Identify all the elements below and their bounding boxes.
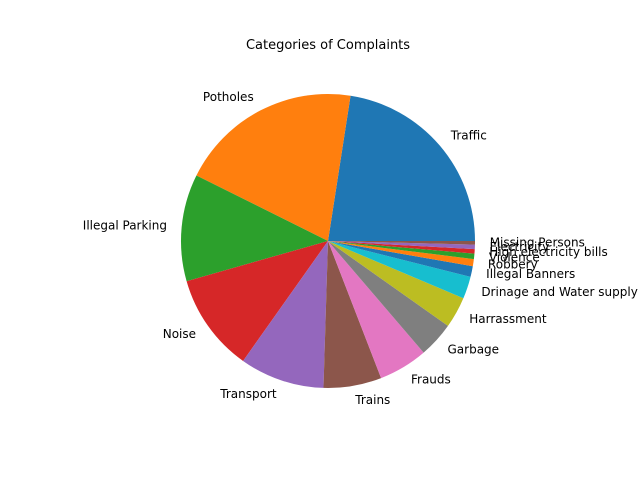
label-missing-persons: Missing Persons: [490, 235, 585, 249]
slice-potholes: [196, 94, 351, 241]
label-garbage: Garbage: [447, 342, 499, 356]
slice-trains: [323, 241, 382, 388]
label-harrassment: Harrassment: [469, 312, 547, 326]
slice-garbage: [328, 241, 448, 353]
slice-high-electricity-bills: [328, 241, 475, 254]
pie-slices: [181, 94, 475, 388]
label-illegal-banners: Illegal Banners: [486, 267, 575, 281]
slice-robbery: [328, 241, 474, 267]
label-high-electricity-bills: High electricity bills: [489, 245, 608, 259]
slice-illegal-parking: [181, 175, 328, 282]
label-illegal-parking: Illegal Parking: [83, 219, 167, 233]
slice-transport: [243, 241, 328, 388]
label-trains: Trains: [354, 393, 390, 407]
label-traffic: Traffic: [450, 128, 487, 142]
slice-traffic: [328, 95, 475, 241]
label-potholes: Potholes: [203, 90, 254, 104]
label-drinage-and-water-supply: Drinage and Water supply: [481, 285, 638, 299]
slice-electricity: [328, 241, 475, 250]
label-robbery: Robbery: [488, 257, 538, 271]
slice-missing-persons: [328, 241, 475, 245]
label-frauds: Frauds: [411, 372, 451, 386]
label-noise: Noise: [163, 327, 196, 341]
label-transport: Transport: [219, 387, 277, 401]
slice-frauds: [328, 241, 424, 379]
label-electricity: Electricity: [490, 240, 550, 254]
label-violence: Violence: [489, 250, 540, 264]
slice-violence: [328, 241, 475, 260]
slice-harrassment: [328, 241, 464, 326]
slice-drinage-and-water-supply: [328, 241, 471, 299]
pie-labels: Traffic Potholes Illegal Parking Noise Trans…: [83, 90, 638, 407]
slice-noise: [186, 241, 328, 361]
slice-illegal-banners: [328, 241, 473, 277]
chart-title: Categories of Complaints: [246, 38, 410, 53]
